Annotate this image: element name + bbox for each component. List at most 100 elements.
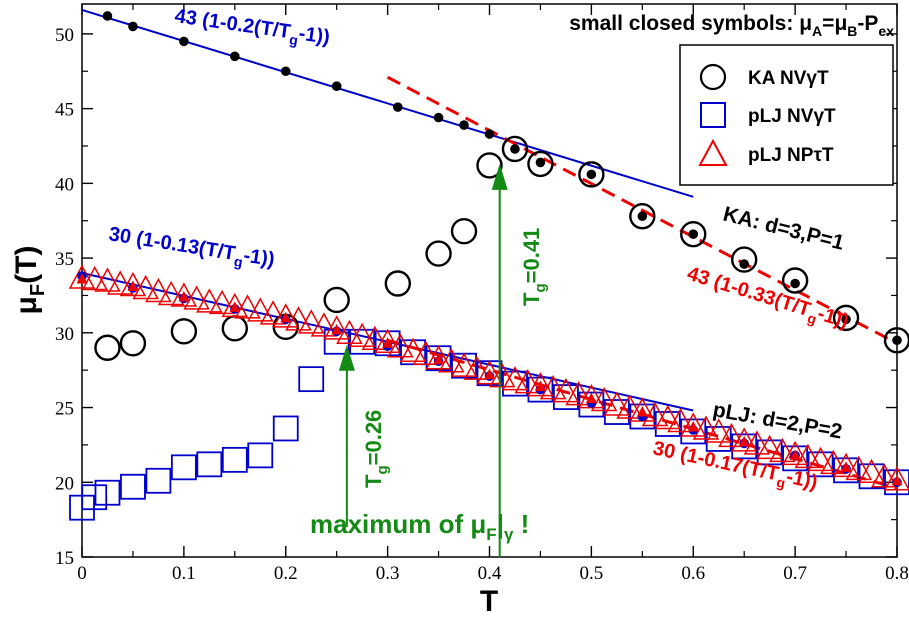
square-marker bbox=[884, 469, 909, 496]
triangle-marker bbox=[310, 312, 338, 337]
circle-marker bbox=[578, 161, 605, 188]
dot-marker bbox=[331, 81, 342, 92]
x-tick-label: 0.8 bbox=[885, 563, 909, 584]
dot-marker bbox=[535, 157, 546, 168]
circle-marker bbox=[323, 286, 350, 314]
x-tick-label: 0.4 bbox=[478, 563, 502, 584]
dot-marker bbox=[510, 144, 520, 154]
filled-triangle-marker bbox=[738, 435, 750, 447]
triangle-marker bbox=[590, 386, 618, 412]
x-tick-label: 0 bbox=[77, 563, 87, 584]
triangle-marker bbox=[259, 300, 287, 325]
maximum-annotation: maximum of μF|γ ! bbox=[310, 509, 529, 544]
triangle-marker bbox=[730, 427, 758, 452]
triangle-marker bbox=[603, 391, 631, 416]
dot-marker bbox=[393, 102, 403, 112]
y-tick-label: 20 bbox=[55, 473, 74, 494]
ka-system-label: KA: d=3,P=1 bbox=[721, 203, 847, 255]
square-marker bbox=[603, 399, 630, 425]
triangle-marker bbox=[374, 328, 401, 354]
triangle-marker bbox=[234, 294, 261, 319]
filled-triangle-marker bbox=[789, 449, 801, 460]
triangle-marker bbox=[781, 440, 809, 466]
triangle-marker bbox=[539, 375, 567, 400]
triangle-marker bbox=[81, 265, 108, 291]
triangle-marker bbox=[883, 466, 909, 491]
legend-marker-square bbox=[700, 102, 726, 128]
filled-triangle-marker bbox=[840, 461, 852, 472]
x-tick-label: 0.6 bbox=[681, 563, 705, 584]
triangle-marker bbox=[705, 418, 732, 443]
triangle-marker bbox=[399, 337, 427, 362]
triangle-marker bbox=[807, 446, 834, 472]
dot-marker bbox=[841, 314, 851, 325]
triangle-marker bbox=[119, 271, 147, 297]
triangle-marker bbox=[692, 415, 720, 440]
triangle-marker bbox=[196, 288, 223, 313]
circle-marker bbox=[501, 135, 529, 163]
y-axis-label: μF(T) bbox=[10, 246, 49, 315]
header-annotation: small closed symbols: μA=μB-Pex bbox=[569, 12, 894, 39]
triangle-marker bbox=[68, 264, 96, 289]
dot-marker bbox=[102, 11, 113, 21]
circle-marker bbox=[730, 246, 758, 273]
arrows bbox=[338, 163, 508, 557]
triangle-marker bbox=[858, 458, 885, 484]
legend: KA NVγT pLJ NVγT pLJ NPτT bbox=[679, 44, 894, 186]
dot-marker bbox=[586, 169, 597, 180]
x-axis-label: T bbox=[480, 585, 498, 617]
y-tick-label: 50 bbox=[55, 25, 74, 46]
x-tick-label: 0.1 bbox=[172, 563, 196, 584]
dot-marker bbox=[179, 36, 189, 47]
x-tick-label: 0.5 bbox=[580, 563, 604, 584]
triangle-marker bbox=[94, 267, 121, 292]
dot-marker bbox=[688, 229, 699, 239]
dot-marker bbox=[280, 66, 291, 77]
dot-marker bbox=[433, 112, 444, 123]
filled-triangle-marker bbox=[636, 406, 648, 417]
x-tick-label: 0.2 bbox=[274, 563, 298, 584]
legend-label-ka: KA NVγT bbox=[748, 68, 829, 89]
triangle-marker bbox=[438, 348, 465, 373]
circle-marker bbox=[221, 315, 249, 342]
legend-marker-circle bbox=[699, 63, 727, 91]
legend-label-plj-nptt: pLJ NPτT bbox=[748, 145, 834, 166]
circle-marker bbox=[384, 270, 412, 297]
triangle-marker bbox=[641, 401, 669, 427]
filled-triangle-marker bbox=[76, 273, 88, 284]
triangle-marker bbox=[361, 325, 389, 351]
square-marker bbox=[120, 473, 146, 500]
dot-marker bbox=[739, 259, 749, 269]
triangle-marker bbox=[412, 340, 440, 365]
circle-marker bbox=[781, 267, 809, 294]
filled-triangle-marker bbox=[534, 380, 546, 392]
triangle-marker bbox=[247, 297, 274, 322]
triangle-marker bbox=[667, 407, 694, 433]
circle-marker bbox=[832, 304, 860, 332]
square-marker bbox=[145, 467, 172, 494]
triangle-marker bbox=[208, 289, 236, 315]
triangle-marker bbox=[476, 360, 503, 385]
triangle-marker bbox=[565, 381, 592, 406]
triangle-marker bbox=[450, 352, 478, 377]
y-tick-label: 25 bbox=[55, 399, 74, 420]
circle-marker bbox=[629, 203, 656, 230]
square-marker bbox=[196, 451, 223, 478]
y-tick-label: 15 bbox=[55, 548, 74, 569]
triangle-marker bbox=[654, 404, 682, 430]
filled-triangle-marker bbox=[229, 301, 241, 312]
square-marker bbox=[170, 454, 197, 481]
circle-marker bbox=[883, 327, 909, 354]
triangle-marker bbox=[463, 355, 491, 380]
square-marker bbox=[782, 445, 809, 472]
circle-marker bbox=[680, 220, 707, 248]
plj-low-fit-label: 30 (1-0.13(T/Tg-1)) bbox=[107, 223, 277, 275]
square-marker bbox=[349, 328, 376, 355]
tg-041-label: Tg=0.41 bbox=[519, 228, 549, 306]
tg-026-label: Tg=0.26 bbox=[361, 410, 391, 488]
y-tick-label: 40 bbox=[55, 174, 74, 195]
circle-marker bbox=[527, 150, 554, 178]
square-marker bbox=[81, 484, 108, 511]
legend-box bbox=[679, 44, 894, 186]
